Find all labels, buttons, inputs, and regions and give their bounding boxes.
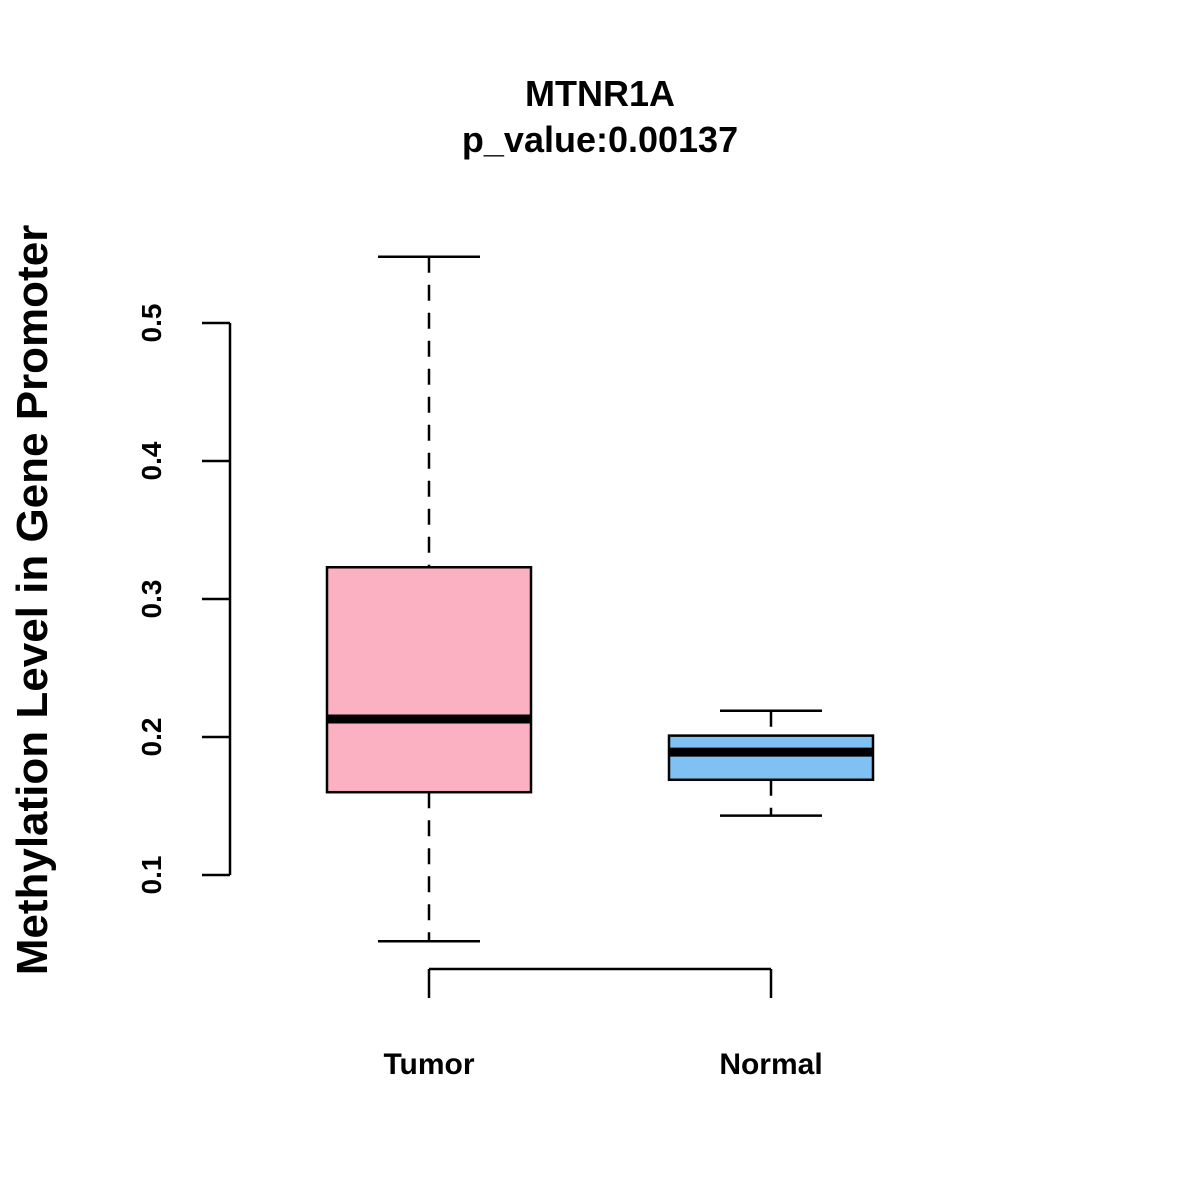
- iqr-box: [325, 566, 533, 794]
- y-axis: 0.1 0.2 0.3 0.4 0.5: [136, 304, 232, 895]
- y-tick-label: 0.5: [136, 304, 167, 343]
- y-tick-label: 0.4: [136, 441, 167, 480]
- chart-title: MTNR1A: [525, 73, 675, 114]
- chart-subtitle: p_value:0.00137: [462, 119, 738, 160]
- box-normal: [667, 709, 875, 817]
- box-series: [325, 255, 875, 943]
- y-tick-label: 0.2: [136, 718, 167, 757]
- y-tick-label: 0.3: [136, 580, 167, 619]
- x-tick-label-tumor: Tumor: [383, 1048, 474, 1081]
- box-tumor: [325, 255, 533, 943]
- iqr-box: [667, 734, 875, 782]
- y-axis-label: Methylation Level in Gene Promoter: [8, 225, 57, 976]
- x-tick-label-normal: Normal: [719, 1048, 822, 1081]
- x-axis: Tumor Normal: [383, 967, 823, 1081]
- y-tick-label: 0.1: [136, 856, 167, 895]
